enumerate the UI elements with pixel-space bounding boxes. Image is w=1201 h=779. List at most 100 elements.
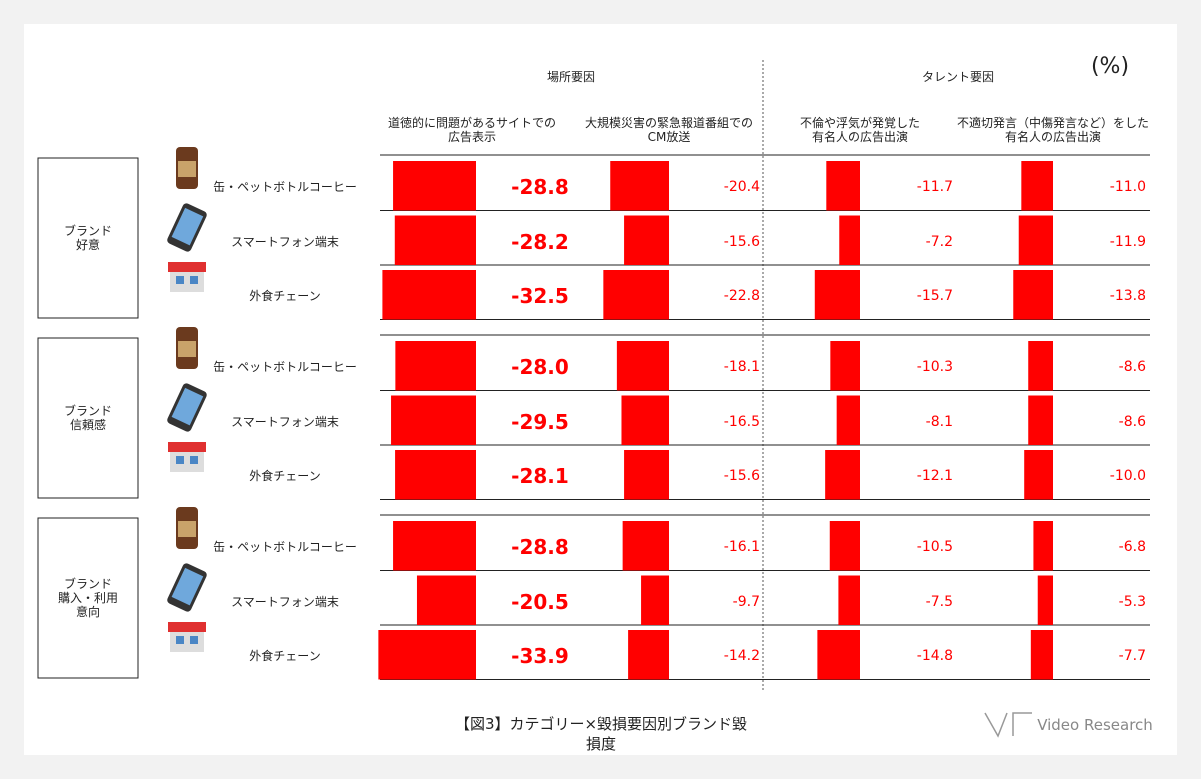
value-label: -6.8 bbox=[1118, 539, 1146, 556]
brand: Video Research bbox=[1037, 716, 1153, 734]
value-label: -15.6 bbox=[723, 468, 760, 485]
value-label: -10.3 bbox=[916, 359, 953, 376]
bar bbox=[641, 575, 669, 625]
bar bbox=[603, 270, 669, 320]
unit-label: (%) bbox=[1090, 54, 1130, 79]
icon-screen bbox=[171, 207, 204, 246]
bar bbox=[624, 215, 669, 265]
column-header: 不適切発言（中傷発言など）をした 有名人の広告出演 bbox=[956, 116, 1149, 144]
value-label: -10.0 bbox=[1109, 468, 1146, 485]
value-label: -8.6 bbox=[1118, 359, 1146, 376]
row-group-box bbox=[37, 157, 139, 319]
row-group-box bbox=[37, 337, 139, 499]
icon-window bbox=[190, 636, 198, 644]
icon-shop bbox=[170, 630, 204, 652]
bar bbox=[628, 630, 669, 680]
value-label: -20.5 bbox=[511, 589, 569, 614]
category-label: スマートフォン端末 bbox=[231, 594, 339, 609]
bar bbox=[1037, 575, 1053, 625]
column-header: 不倫や浮気が発覚した 有名人の広告出演 bbox=[799, 116, 920, 144]
bar bbox=[1024, 450, 1053, 500]
category-label: スマートフォン端末 bbox=[231, 234, 339, 249]
icon-can-label bbox=[178, 521, 196, 537]
category-label: 缶・ペットボトルコーヒー bbox=[213, 540, 357, 555]
value-label: -33.9 bbox=[511, 644, 569, 669]
bar bbox=[624, 450, 669, 500]
value-label: -28.0 bbox=[511, 355, 569, 380]
bar bbox=[616, 341, 669, 391]
bar bbox=[1021, 161, 1053, 211]
icon-window bbox=[190, 276, 198, 284]
row-group-label: ブランド 信頼感 bbox=[63, 404, 112, 432]
bar bbox=[836, 395, 860, 445]
bar bbox=[1028, 395, 1053, 445]
value-label: -22.8 bbox=[723, 288, 760, 305]
value-label: -16.5 bbox=[723, 413, 760, 430]
caption: 【図3】カテゴリー×毀損要因別ブランド毀損度 bbox=[454, 715, 748, 753]
category-label: 缶・ペットボトルコーヒー bbox=[213, 360, 357, 375]
value-label: -12.1 bbox=[916, 468, 953, 485]
icon-window bbox=[176, 276, 184, 284]
value-label: -8.6 bbox=[1118, 413, 1146, 430]
bar bbox=[814, 270, 860, 320]
value-label: -28.8 bbox=[511, 175, 569, 200]
icon-window bbox=[176, 636, 184, 644]
bar bbox=[838, 575, 860, 625]
icon-screen bbox=[171, 387, 204, 426]
bar bbox=[395, 450, 476, 500]
category-label: スマートフォン端末 bbox=[231, 414, 339, 429]
bar bbox=[395, 341, 476, 391]
row-group-box bbox=[37, 517, 139, 679]
icon-window bbox=[176, 456, 184, 464]
icon-window bbox=[190, 456, 198, 464]
value-label: -5.3 bbox=[1118, 593, 1146, 610]
value-label: -18.1 bbox=[723, 359, 760, 376]
value-label: -29.5 bbox=[511, 409, 569, 434]
value-label: -14.2 bbox=[723, 648, 760, 665]
value-label: -7.5 bbox=[925, 593, 953, 610]
icon-awning bbox=[168, 622, 206, 632]
category-label: 外食チェーン bbox=[249, 649, 321, 664]
bar bbox=[829, 521, 860, 571]
value-label: -20.4 bbox=[723, 179, 760, 196]
icon-awning bbox=[168, 442, 206, 452]
bar bbox=[1030, 630, 1053, 680]
value-label: -15.7 bbox=[916, 288, 953, 305]
bar bbox=[830, 341, 860, 391]
bar bbox=[391, 395, 476, 445]
bar bbox=[621, 395, 669, 445]
value-label: -28.1 bbox=[511, 464, 569, 489]
value-label: -32.5 bbox=[511, 284, 569, 309]
bar bbox=[610, 161, 669, 211]
value-label: -8.1 bbox=[925, 413, 953, 430]
value-label: -7.7 bbox=[1118, 648, 1146, 665]
bar bbox=[826, 161, 860, 211]
bar bbox=[817, 630, 860, 680]
row-group-label: ブランド 好意 bbox=[63, 224, 112, 252]
category-label: 缶・ペットボトルコーヒー bbox=[213, 180, 357, 195]
column-header: 大規模災害の緊急報道番組での CM放送 bbox=[584, 116, 753, 144]
bar bbox=[382, 270, 476, 320]
bar bbox=[393, 161, 476, 211]
column-group: 場所要因 bbox=[546, 70, 595, 84]
value-label: -28.2 bbox=[511, 229, 569, 254]
icon-shop bbox=[170, 270, 204, 292]
icon-shop bbox=[170, 450, 204, 472]
value-label: -7.2 bbox=[925, 233, 953, 250]
category-label: 外食チェーン bbox=[249, 469, 321, 484]
value-label: -13.8 bbox=[1109, 288, 1146, 305]
bar bbox=[622, 521, 669, 571]
bar bbox=[825, 450, 860, 500]
bar bbox=[839, 215, 860, 265]
icon-awning bbox=[168, 262, 206, 272]
value-label: -11.9 bbox=[1109, 233, 1146, 250]
panel bbox=[24, 24, 1177, 755]
bar bbox=[1018, 215, 1053, 265]
bar bbox=[378, 630, 476, 680]
column-group: タレント要因 bbox=[921, 70, 994, 84]
icon-can-label bbox=[178, 341, 196, 357]
bar bbox=[1033, 521, 1053, 571]
value-label: -14.8 bbox=[916, 648, 953, 665]
category-label: 外食チェーン bbox=[249, 289, 321, 304]
